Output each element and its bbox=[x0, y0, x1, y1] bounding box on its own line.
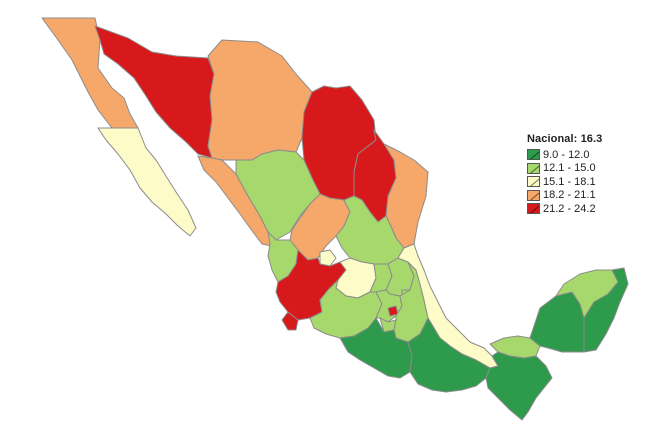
state-campeche bbox=[529, 291, 585, 353]
legend-swatch bbox=[527, 189, 540, 201]
legend-label: 12.1 - 15.0 bbox=[543, 162, 596, 175]
legend-label: 15.1 - 18.1 bbox=[543, 175, 596, 188]
legend-label: 9.0 - 12.0 bbox=[543, 148, 590, 161]
legend-label: 18.2 - 21.1 bbox=[543, 189, 596, 202]
map-legend: Nacional: 16.3 9.0 - 12.0 12.1 - 15.0 15… bbox=[527, 133, 637, 216]
legend-item: 21.2 - 24.2 bbox=[527, 202, 637, 216]
state-aguascalientes bbox=[319, 249, 337, 267]
legend-swatch bbox=[527, 203, 540, 215]
state-quintana-roo bbox=[583, 267, 629, 353]
state-chihuahua bbox=[207, 39, 313, 161]
state-baja-california-sur bbox=[97, 127, 197, 237]
legend-item: 15.1 - 18.1 bbox=[527, 175, 637, 189]
legend-title: Nacional: 16.3 bbox=[527, 133, 603, 145]
state-zacatecas bbox=[289, 193, 351, 261]
legend-item: 9.0 - 12.0 bbox=[527, 148, 637, 162]
state-colima bbox=[281, 311, 299, 331]
legend-swatch bbox=[527, 162, 540, 174]
legend-swatch bbox=[527, 149, 540, 161]
legend-item: 18.2 - 21.1 bbox=[527, 189, 637, 203]
state-chiapas bbox=[485, 351, 553, 421]
legend-swatch bbox=[527, 176, 540, 188]
state-sonora bbox=[94, 25, 215, 159]
legend-label: 21.2 - 24.2 bbox=[543, 202, 596, 215]
legend-item: 12.1 - 15.0 bbox=[527, 162, 637, 176]
state-baja-california bbox=[41, 17, 139, 129]
